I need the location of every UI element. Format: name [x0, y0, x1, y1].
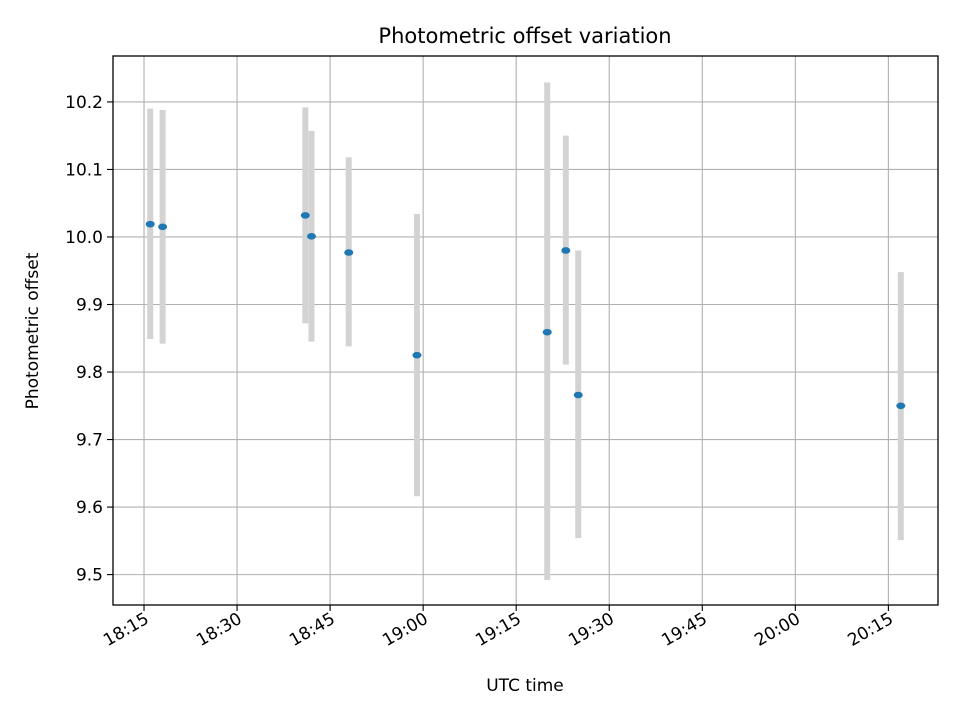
y-tick-label: 9.9: [76, 296, 103, 316]
data-point: [561, 247, 571, 254]
data-point: [573, 391, 583, 399]
y-tick-label: 9.8: [76, 363, 103, 383]
data-point: [896, 402, 906, 410]
data-point: [300, 212, 310, 219]
grid: [113, 56, 938, 605]
y-axis-label: Photometric offset: [23, 252, 43, 409]
y-tick-label: 9.7: [76, 431, 103, 451]
data-points: [145, 212, 906, 410]
data-point: [344, 249, 354, 256]
x-axis-label: UTC time: [486, 676, 564, 696]
y-axis-ticks: 9.5 9.6 9.7 9.8 9.9 10.0 10.1 10.2: [65, 93, 113, 586]
plot-frame: [112, 55, 939, 606]
data-point: [145, 220, 155, 228]
data-point: [158, 223, 168, 231]
y-tick-label: 9.5: [76, 566, 103, 586]
y-tick-label: 9.6: [76, 498, 103, 518]
data-point: [306, 232, 316, 240]
y-tick-label: 10.1: [65, 160, 103, 180]
chart-title: Photometric offset variation: [378, 24, 671, 48]
y-tick-label: 10.0: [65, 228, 103, 248]
data-point: [542, 328, 552, 336]
y-tick-label: 10.2: [65, 93, 103, 113]
data-point: [412, 351, 422, 359]
